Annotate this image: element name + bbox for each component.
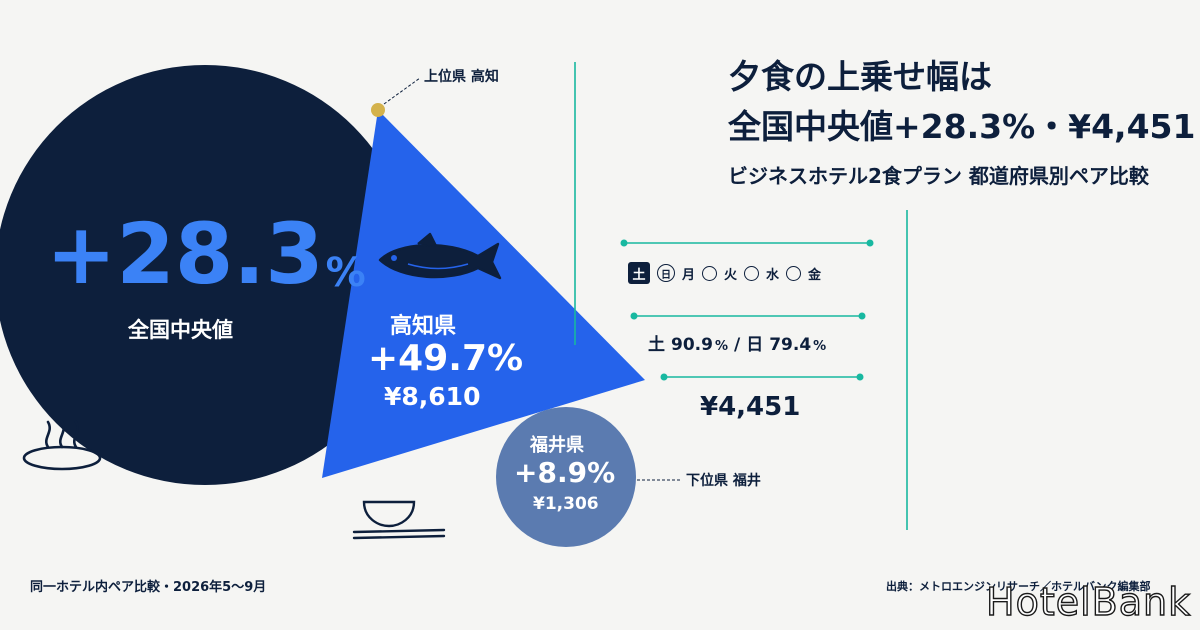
day-circle-2 [744,265,760,281]
kochi-amount: ¥8,610 [384,382,481,411]
chart-title: 夕食の上乗せ幅は [728,57,992,96]
brand-logo: HotelBank [985,579,1192,624]
kochi-value: +49.7% [368,338,524,379]
gold-dot-marker [371,103,385,117]
rice-bowl-chopsticks-icon [352,500,446,540]
tuna-fish-icon [378,232,502,280]
sat-pct: % [714,339,728,354]
footer-source: 出典：メトロエンジンリサーチ／ホテルバンク編集部 [886,580,1151,593]
fukui-amount: ¥1,306 [533,494,599,514]
pie-slice-kochi [322,110,645,478]
day-circle-1 [702,265,718,281]
bottom-rank-label: 下位県 福井 [686,473,761,489]
chart-subtitle: ビジネスホテル2食プラン 都道府県別ペア比較 [728,164,1149,188]
hot-spring-icon [22,420,102,471]
national-median-label: 全国中央値 [128,318,233,342]
kochi-label: 高知県 [390,314,457,339]
sun-pct: % [813,339,827,354]
fukui-value: +8.9% [514,456,616,489]
day-sat: 土 [628,262,650,284]
footer-note: 同一ホテル内ペア比較・2026年5～9月 [30,580,267,595]
pie-slice-national-median [0,65,415,485]
day-fri: 金 [808,267,822,283]
teal-rule-3 [660,373,864,381]
day-wed: 水 [766,267,780,283]
weekend-rates: 土 90.9% / 日 79.4% [648,330,826,355]
teal-rule-1 [620,239,874,247]
national-median-value: +28.3 % [46,205,366,303]
teal-rule-2 [630,312,866,320]
fukui-label: 福井県 [530,435,584,456]
day-circle-3 [786,265,802,281]
sun-value: 79.4 [769,335,812,355]
median-amount: ¥4,451 [700,392,801,422]
sat-value: 90.9 [671,335,713,355]
top-rank-label: 上位県 高知 [424,69,499,85]
day-sun: 日 [657,264,675,282]
rate-separator: / [733,335,741,355]
leader-line-top [383,77,421,105]
sat-label: 土 [648,335,665,355]
pie-slice-fukui [496,407,636,547]
sun-label: 日 [746,335,764,355]
day-tue: 火 [724,267,738,283]
day-mon: 月 [682,267,696,283]
weekday-row: 土 日 月 火 水 金 [628,262,821,284]
chart-headline: 全国中央値+28.3%・¥4,451 [728,107,1196,146]
